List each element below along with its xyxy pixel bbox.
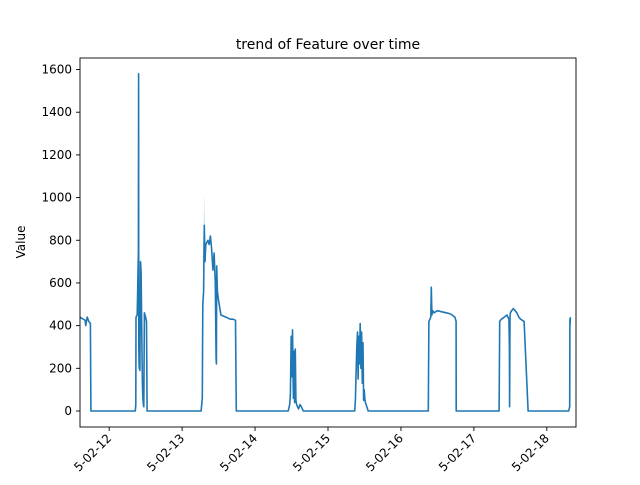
y-axis-label: Value [14,226,28,259]
x-tick-label: 5-02-18 [509,431,552,474]
series-line [79,73,572,412]
x-tick-label: 5-02-12 [71,431,114,474]
x-tick-label: 5-02-13 [144,431,187,474]
y-tick-label: 1400 [41,105,72,119]
x-tick-label: 5-02-17 [436,431,479,474]
y-tick-label: 400 [49,319,72,333]
y-tick-label: 0 [64,404,72,418]
y-tick-label: 600 [49,276,72,290]
y-tick-label: 1000 [41,191,72,205]
x-tick-label: 5-02-15 [290,431,333,474]
plot-area [79,73,572,412]
y-tick-label: 1600 [41,63,72,77]
y-tick-label: 800 [49,233,72,247]
x-tick-label: 5-02-16 [363,431,406,474]
chart-title: trend of Feature over time [236,37,420,53]
y-tick-label: 200 [49,361,72,375]
axes-frame [79,57,577,428]
uncertainty-band [138,73,205,275]
x-axis: 5-02-12 5-02-13 5-02-14 5-02-15 5-02-16 5-02-… [71,427,552,474]
y-axis: 0 200 400 600 800 1000 1200 1400 1600 [41,63,80,418]
y-tick-label: 1200 [41,148,72,162]
x-tick-label: 5-02-14 [217,431,260,474]
